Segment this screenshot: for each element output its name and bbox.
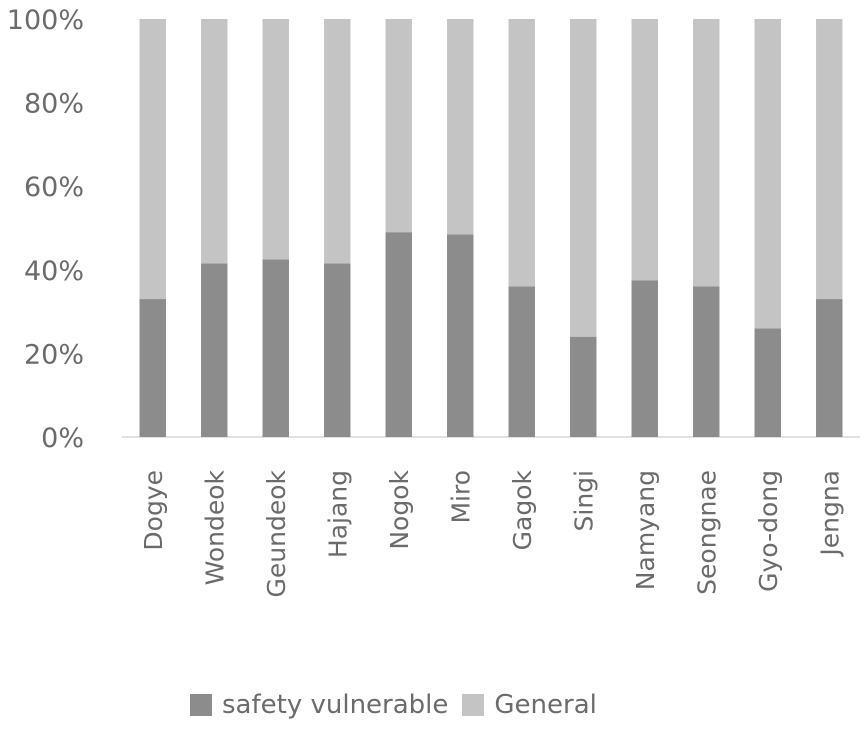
bar-general bbox=[693, 19, 720, 287]
bar-safety-vulnerable bbox=[385, 232, 412, 437]
bar-general bbox=[754, 19, 781, 329]
legend-label-general: General bbox=[494, 690, 597, 720]
legend-label-safety-vulnerable: safety vulnerable bbox=[222, 690, 449, 720]
y-tick-label: 80% bbox=[24, 89, 84, 120]
x-tick-label: Hajang bbox=[323, 470, 352, 558]
bar-general bbox=[508, 19, 535, 287]
bar-general bbox=[816, 19, 843, 300]
bar-general bbox=[570, 19, 597, 337]
bar-safety-vulnerable bbox=[570, 336, 597, 437]
bar-safety-vulnerable bbox=[816, 299, 843, 437]
x-axis-category-labels: Dogye Wondeok Geundeok Hajang Nogok Miro Gagok… bbox=[139, 469, 845, 597]
bar-safety-vulnerable bbox=[447, 234, 474, 437]
legend-item-safety-vulnerable: safety vulnerable bbox=[190, 690, 448, 720]
legend-swatch-safety-vulnerable bbox=[190, 694, 212, 716]
bar-safety-vulnerable bbox=[324, 263, 351, 437]
x-tick-label: Dogye bbox=[139, 470, 168, 551]
bar-safety-vulnerable bbox=[262, 259, 289, 437]
x-tick-label: Namyang bbox=[631, 470, 660, 590]
x-tick-label: Singi bbox=[569, 470, 598, 531]
x-tick-label: Seongnae bbox=[692, 470, 721, 595]
bar-safety-vulnerable bbox=[631, 280, 658, 437]
bar-safety-vulnerable bbox=[201, 263, 228, 437]
bar-general bbox=[385, 19, 412, 233]
bar-general bbox=[324, 19, 351, 264]
bar-safety-vulnerable bbox=[508, 286, 535, 437]
bar-general bbox=[262, 19, 289, 260]
legend-swatch-general bbox=[462, 694, 485, 716]
x-tick-label: Nogok bbox=[385, 469, 414, 549]
bars bbox=[139, 19, 843, 437]
x-tick-label: Jengna bbox=[815, 470, 844, 558]
bar-safety-vulnerable bbox=[693, 286, 720, 437]
y-tick-label: 40% bbox=[24, 256, 84, 287]
bar-general bbox=[201, 19, 228, 264]
x-tick-label: Gyo-dong bbox=[754, 470, 783, 592]
legend: safety vulnerable General bbox=[190, 690, 611, 720]
y-tick-label: 0% bbox=[41, 423, 84, 454]
x-tick-label: Wondeok bbox=[200, 469, 229, 585]
y-tick-label: 20% bbox=[24, 339, 84, 370]
y-tick-label: 60% bbox=[24, 172, 84, 203]
legend-item-general: General bbox=[462, 690, 597, 720]
x-tick-label: Miro bbox=[446, 470, 475, 524]
bar-safety-vulnerable bbox=[754, 328, 781, 437]
y-axis-ticks: 0% 20% 40% 60% 80% 100% bbox=[7, 5, 84, 454]
y-tick-label: 100% bbox=[7, 5, 84, 36]
bar-general bbox=[631, 19, 658, 281]
x-tick-label: Geundeok bbox=[262, 469, 291, 597]
bar-general bbox=[447, 19, 474, 235]
bar-safety-vulnerable bbox=[139, 299, 166, 437]
stacked-bar-chart: 0% 20% 40% 60% 80% 100% Dogye Wondeok Geundeok H… bbox=[7, 5, 860, 597]
x-tick-label: Gagok bbox=[508, 469, 537, 550]
bar-general bbox=[139, 19, 166, 300]
